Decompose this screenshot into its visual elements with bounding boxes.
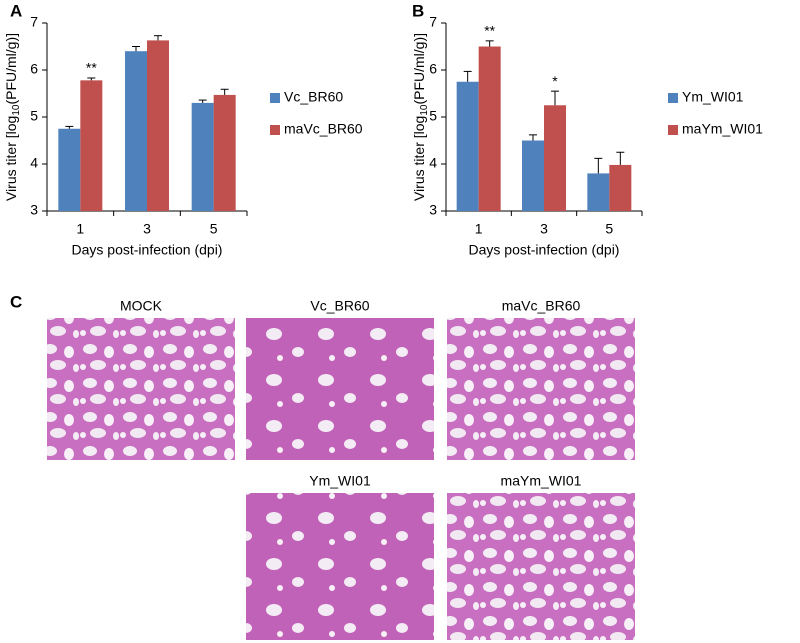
y-tick-label: 3 (429, 202, 437, 218)
micrograph-caption: maYm_WI01 (501, 473, 582, 489)
significance: ** (86, 60, 97, 76)
y-axis-label-part: 10 (11, 104, 22, 116)
legend-swatch (270, 125, 280, 135)
legend-swatch (668, 93, 678, 103)
legend-label: maVc_BR60 (284, 121, 363, 137)
panel-label: A (10, 1, 22, 20)
micrograph (47, 318, 235, 460)
bar (147, 40, 169, 211)
y-tick-label: 7 (30, 14, 38, 30)
bar (125, 51, 147, 212)
y-tick-label: 7 (429, 14, 437, 30)
y-tick-label: 5 (30, 108, 38, 124)
y-tick-label: 6 (429, 61, 437, 77)
micrograph (246, 493, 434, 640)
bar (587, 173, 610, 211)
bar (191, 102, 214, 211)
bar (80, 80, 103, 211)
x-tick-label: 5 (605, 221, 613, 237)
x-axis-label: Days post-infection (dpi) (469, 242, 620, 258)
y-axis-label-part: Virus titer [log (3, 116, 19, 201)
y-axis-label: Virus titer [log10(PFU/ml/g)] (3, 33, 22, 201)
significance: * (552, 73, 558, 89)
bar (544, 105, 566, 211)
bar (213, 94, 236, 211)
y-tick-label: 5 (429, 108, 437, 124)
bar (478, 46, 501, 211)
panel-label: B (412, 1, 424, 20)
legend-label: Ym_WI01 (682, 89, 744, 105)
x-tick-label: 3 (540, 221, 548, 237)
y-axis-label-part: Virus titer [log (411, 116, 427, 201)
x-tick-label: 1 (76, 221, 84, 237)
micrograph-caption: Ym_WI01 (309, 473, 371, 489)
y-tick-label: 3 (30, 202, 38, 218)
micrograph (246, 318, 434, 460)
legend-swatch (270, 93, 280, 103)
x-tick-label: 1 (475, 221, 483, 237)
significance: ** (484, 23, 495, 39)
micrograph (447, 493, 635, 640)
y-axis-label: Virus titer [log10(PFU/ml/g)] (411, 33, 430, 201)
y-axis-label-part: 10 (419, 104, 430, 116)
legend-label: maYm_WI01 (682, 121, 763, 137)
micrograph-caption: Vc_BR60 (310, 298, 369, 314)
bar (522, 140, 544, 211)
panel-label: C (10, 292, 22, 311)
y-axis-label-part: (PFU/ml/g)] (411, 33, 427, 105)
legend-swatch (668, 125, 678, 135)
micrograph-caption: MOCK (120, 298, 163, 314)
micrograph (447, 318, 635, 460)
y-axis-label-part: (PFU/ml/g)] (3, 33, 19, 105)
x-axis-label: Days post-infection (dpi) (72, 242, 223, 258)
y-tick-label: 4 (30, 155, 38, 171)
legend-label: Vc_BR60 (284, 89, 343, 105)
bar (609, 164, 632, 211)
y-tick-label: 6 (30, 61, 38, 77)
bar (456, 81, 479, 211)
y-tick-label: 4 (429, 155, 437, 171)
x-tick-label: 3 (143, 221, 151, 237)
x-tick-label: 5 (210, 221, 218, 237)
micrograph-caption: maVc_BR60 (502, 298, 581, 314)
bar (58, 128, 81, 211)
